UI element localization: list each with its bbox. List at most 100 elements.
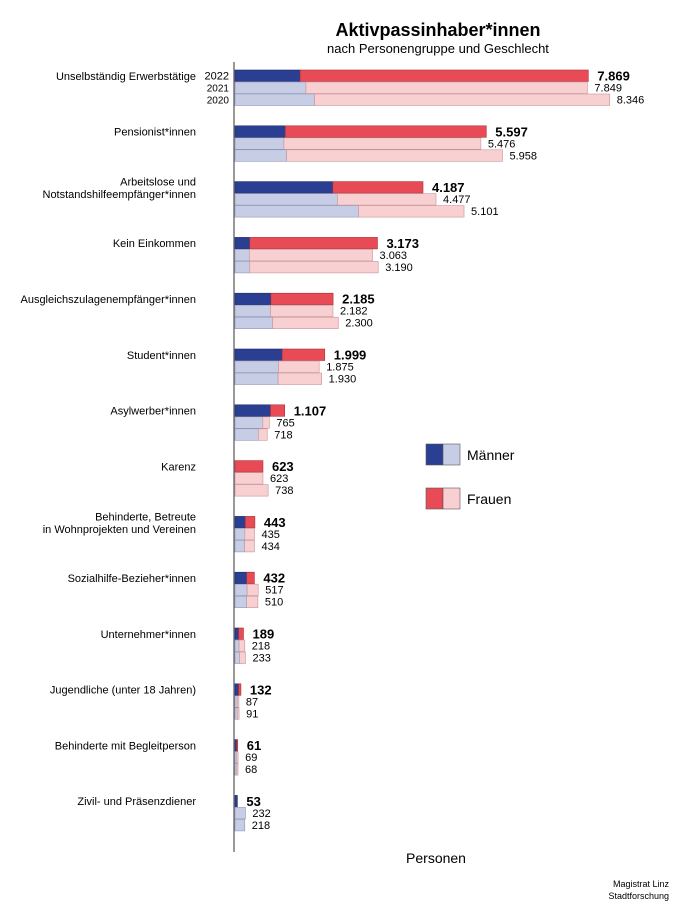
bar-frauen [270, 292, 334, 306]
data-label: 91 [246, 708, 258, 720]
bar-frauen [258, 428, 268, 441]
category-label: Arbeitslose und [120, 177, 196, 189]
data-label: 443 [264, 515, 286, 530]
data-label: 61 [247, 738, 261, 753]
bar-maenner [234, 627, 239, 640]
data-label: 7.849 [594, 83, 622, 95]
category-label: Notstandshilfeempfänger*innen [43, 189, 197, 201]
bar-frauen [245, 516, 256, 529]
bar-maenner [234, 795, 238, 808]
category-label: Pensionist*innen [114, 127, 196, 139]
bar-frauen [234, 484, 269, 497]
bar-maenner [234, 540, 245, 553]
data-label: 5.597 [495, 124, 528, 139]
data-label: 2.185 [342, 292, 375, 307]
chart-title: Aktivpassinhaber*innen [335, 20, 541, 40]
data-label: 3.190 [385, 262, 413, 274]
legend-swatch-light [442, 487, 461, 510]
bar-frauen [246, 583, 259, 597]
category-label: Ausgleichszulagenempfänger*innen [20, 294, 196, 306]
bar-frauen [284, 125, 487, 138]
bar-maenner [234, 428, 259, 441]
bar-maenner [234, 695, 238, 708]
bar-maenner [234, 292, 272, 306]
legend: Männer Frauen [425, 443, 515, 510]
legend-label: Männer [467, 447, 515, 463]
category-label: Behinderte, Betreute [95, 511, 196, 523]
category-label: Student*innen [127, 350, 196, 362]
bar-maenner [234, 416, 264, 429]
bar-frauen [262, 416, 270, 429]
data-label: 718 [274, 429, 292, 441]
data-label: 1.930 [329, 374, 357, 386]
year-label: 2020 [207, 96, 230, 107]
bar-maenner [234, 819, 246, 832]
data-label: 5.958 [510, 150, 538, 162]
bar-maenner [234, 261, 251, 274]
data-label: 510 [265, 597, 283, 609]
data-label: 3.173 [386, 236, 419, 251]
data-label: 218 [252, 820, 270, 832]
bar-frauen [270, 304, 334, 318]
data-label: 434 [261, 541, 279, 553]
data-label: 1.875 [326, 362, 354, 374]
category-label: Jugendliche (unter 18 Jahren) [50, 685, 196, 697]
bar-frauen [249, 261, 379, 274]
bar-frauen [236, 707, 240, 720]
year-label: 2022 [205, 71, 229, 83]
bar-maenner [234, 304, 271, 318]
data-label: 435 [262, 529, 280, 541]
category-label: Behinderte mit Begleitperson [55, 740, 196, 752]
data-label: 2.300 [345, 318, 373, 330]
legend-swatch-dark [425, 443, 444, 466]
legend-swatch-light [442, 443, 461, 466]
bar-frauen [234, 460, 264, 473]
data-label: 132 [250, 682, 272, 697]
chart-subtitle: nach Personengruppe und Geschlecht [327, 41, 549, 56]
data-label: 233 [252, 653, 270, 665]
x-axis-label: Personen [406, 850, 466, 866]
category-label: Sozialhilfe-Bezieher*innen [68, 573, 196, 585]
bar-maenner [234, 149, 287, 162]
data-label: 4.477 [443, 194, 471, 206]
bar-frauen [246, 571, 255, 585]
bar-frauen [278, 360, 320, 373]
credit: Magistrat Linz Stadtforschung [608, 878, 669, 902]
bar-frauen [358, 205, 465, 218]
category-label: Zivil- und Präsenzdiener [77, 796, 196, 808]
data-label: 53 [246, 794, 260, 809]
data-label: 4.187 [432, 180, 465, 195]
data-label: 2.182 [340, 306, 368, 318]
data-label: 189 [252, 627, 274, 642]
legend-label: Frauen [467, 491, 511, 507]
category-label: Unselbständig Erwerbstätige [56, 71, 196, 83]
bar-frauen [337, 193, 437, 206]
bar-frauen [277, 372, 322, 385]
data-label: 68 [245, 764, 257, 776]
bar-maenner [234, 528, 246, 541]
bar-maenner [234, 807, 246, 820]
category-label: in Wohnprojekten und Vereinen [43, 524, 196, 536]
data-label: 517 [265, 585, 283, 597]
category-label: Kein Einkommen [113, 238, 196, 250]
bar-frauen [236, 763, 239, 776]
bar-maenner [234, 404, 271, 417]
bar-maenner [234, 237, 251, 250]
legend-swatch-dark [425, 487, 444, 510]
bar-frauen [286, 149, 503, 162]
bar-maenner [234, 639, 240, 652]
data-label: 218 [252, 641, 270, 653]
bar-frauen [238, 627, 244, 640]
bar-maenner [234, 205, 359, 218]
bar-frauen [244, 528, 255, 541]
data-label: 765 [276, 417, 294, 429]
bar-maenner [234, 348, 283, 361]
bar-maenner [234, 571, 247, 585]
bar-frauen [305, 81, 588, 94]
bar-maenner [234, 137, 285, 150]
bar-frauen [236, 751, 239, 764]
bar-maenner [234, 516, 246, 529]
bar-maenner [234, 93, 315, 106]
